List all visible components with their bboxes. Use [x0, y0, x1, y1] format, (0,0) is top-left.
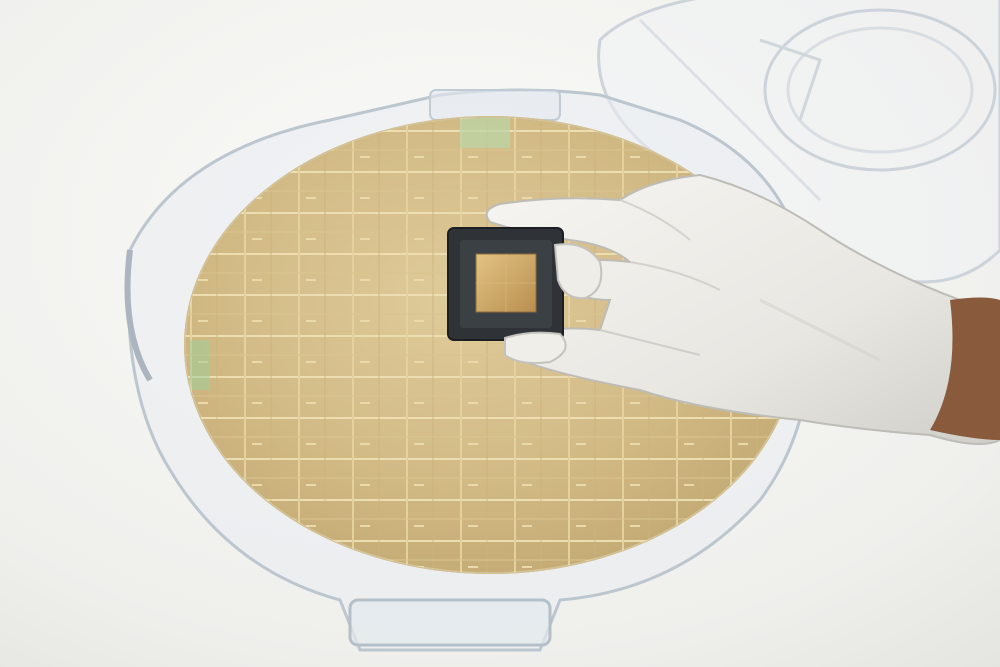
glove-finger — [504, 331, 567, 365]
chip-icon — [447, 227, 564, 341]
glove-thumb — [553, 243, 603, 300]
wrist-skin — [930, 297, 1000, 440]
